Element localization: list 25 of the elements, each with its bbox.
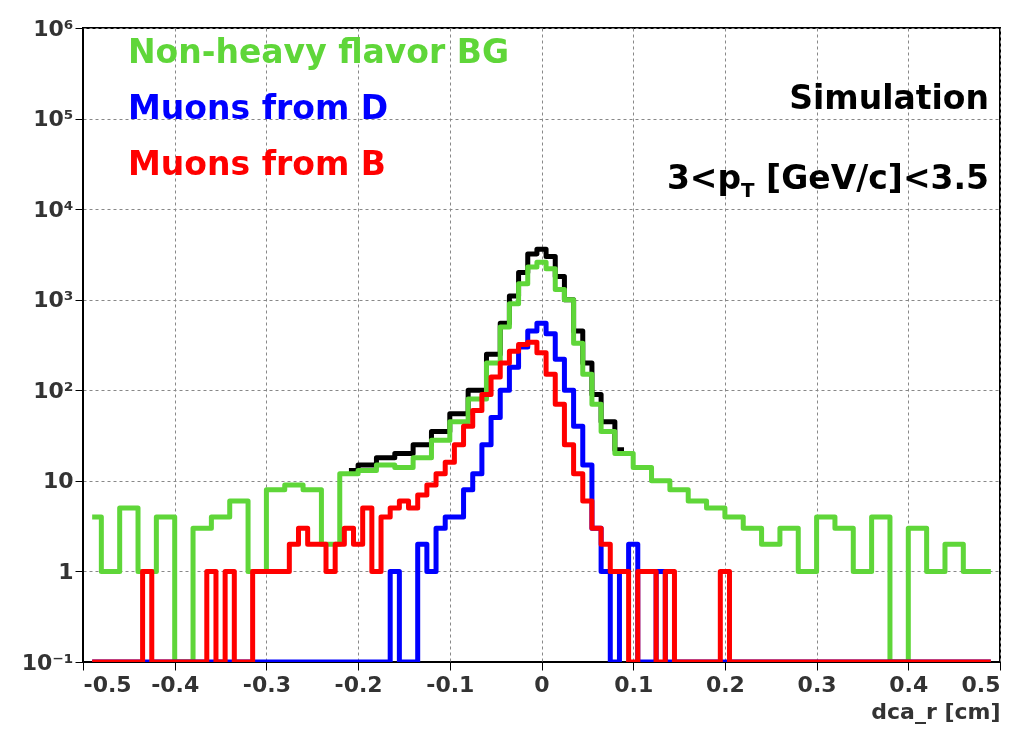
x-tick-label: -0.2 [334,671,383,697]
text: Muons from B [128,143,386,183]
annotation: 3<p$_{T}$ [GeV/c]<3.5 [666,158,989,202]
x-tick-label: -0.3 [242,671,291,697]
text: Muons from D [128,87,389,127]
x-tick-label: -0.5 [83,671,132,697]
text: Non-heavy flavor BG [128,31,510,71]
x-tick-label: 0.5 [961,671,1001,697]
y-tick-label: 10 [42,468,74,494]
y-tick-label: 10³ [33,287,74,313]
y-tick-label: 10⁻¹ [21,649,74,675]
y-tick-label: 10⁶ [33,15,74,41]
y-tick-label: 10² [33,377,74,403]
x-tick-label: -0.4 [151,671,200,697]
x-tick-label: -0.1 [426,671,475,697]
x-tick-label: 0.3 [797,671,837,697]
annotation: Simulation [789,78,989,117]
x-tick-label: 0.1 [614,671,654,697]
x-tick-label: 0 [534,671,550,697]
y-tick-label: 1 [58,558,74,584]
x-tick-label: 0.2 [705,671,745,697]
y-tick-label: 10⁵ [33,106,74,132]
x-axis-title: dca_r [cm] [871,698,1001,724]
x-tick-label: 0.4 [889,671,929,697]
y-tick-label: 10⁴ [33,196,74,222]
